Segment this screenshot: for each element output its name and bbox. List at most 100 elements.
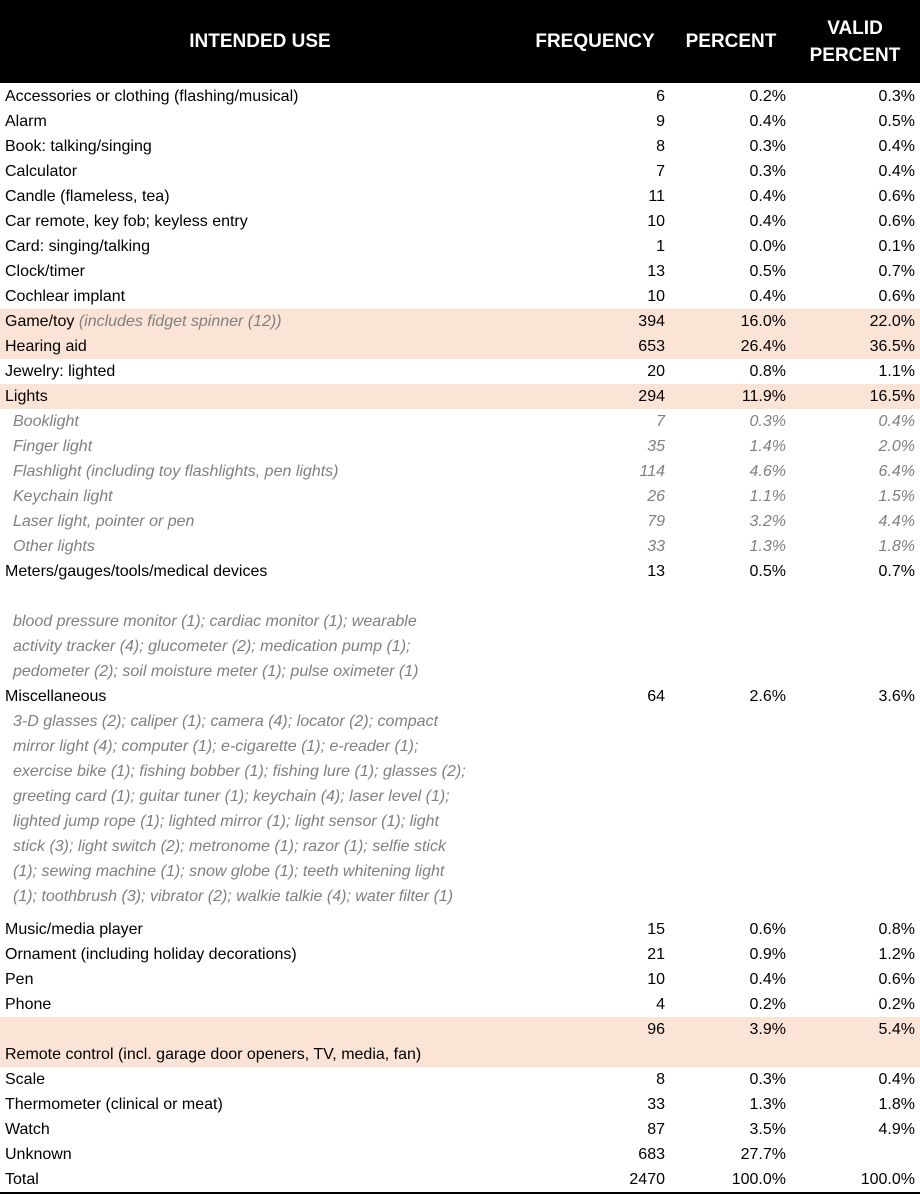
table-row: Flashlight (including toy flashlights, p…: [0, 459, 920, 484]
valid-percent-cell: 0.1%: [878, 238, 915, 255]
percent-cell: 0.2%: [749, 88, 786, 105]
frequency-cell: 26: [647, 488, 665, 505]
category-label: Game/toy (includes fidget spinner (12)): [5, 309, 282, 334]
valid-percent-cell: 22.0%: [869, 313, 915, 330]
category-name: Laser light, pointer or pen: [13, 513, 195, 530]
frequency-cell: 33: [647, 538, 665, 555]
frequency-cell: 96: [647, 1021, 665, 1038]
frequency-cell: 683: [638, 1146, 665, 1163]
category-label: Candle (flameless, tea): [5, 184, 170, 209]
note-line: stick (3); light switch (2); metronome (…: [13, 838, 446, 855]
category-name: Meters/gauges/tools/medical devices: [5, 563, 268, 580]
percent-cell: 0.2%: [749, 996, 786, 1013]
category-name: Watch: [5, 1121, 50, 1138]
frequency-cell: 7: [656, 413, 665, 430]
frequency-cell: 2470: [629, 1171, 665, 1188]
frequency-cell: 10: [647, 213, 665, 230]
category-name: Car remote, key fob; keyless entry: [5, 213, 248, 230]
category-label: Calculator: [5, 159, 77, 184]
valid-percent-cell: 2.0%: [878, 438, 915, 455]
percent-cell: 0.0%: [749, 238, 786, 255]
frequency-table: Accessories or clothing (flashing/musica…: [0, 83, 920, 1194]
valid-percent-cell: 0.4%: [878, 163, 915, 180]
category-label: Finger light: [13, 434, 92, 459]
table-row: Pen 10 0.4% 0.6%: [0, 967, 920, 992]
category-name: Thermometer (clinical or meat): [5, 1096, 223, 1113]
percent-cell: 0.5%: [749, 563, 786, 580]
category-name: Total: [5, 1171, 39, 1188]
valid-percent-cell: 0.2%: [878, 996, 915, 1013]
category-label: Thermometer (clinical or meat): [5, 1092, 223, 1117]
note-line: 3-D glasses (2); caliper (1); camera (4)…: [13, 713, 439, 730]
category-label: Ornament (including holiday decorations): [5, 942, 297, 967]
table-row: Clock/timer 13 0.5% 0.7%: [0, 259, 920, 284]
valid-percent-cell: 1.2%: [878, 946, 915, 963]
frequency-cell: 6: [656, 88, 665, 105]
valid-percent-cell: 0.3%: [878, 88, 915, 105]
category-note: blood pressure monitor (1); cardiac moni…: [0, 609, 920, 684]
valid-percent-cell: 0.6%: [878, 213, 915, 230]
category-name: Candle (flameless, tea): [5, 188, 170, 205]
category-name: Flashlight (including toy flashlights, p…: [13, 463, 339, 480]
valid-percent-cell: 16.5%: [869, 388, 915, 405]
category-name: Miscellaneous: [5, 688, 107, 705]
percent-cell: 4.6%: [749, 463, 786, 480]
percent-cell: 16.0%: [740, 313, 786, 330]
table-row: Calculator 7 0.3% 0.4%: [0, 159, 920, 184]
valid-percent-cell: 0.4%: [878, 138, 915, 155]
frequency-cell: 35: [647, 438, 665, 455]
table-row: Accessories or clothing (flashing/musica…: [0, 84, 920, 109]
percent-cell: 0.4%: [749, 188, 786, 205]
table-row: Hearing aid 653 26.4% 36.5%: [0, 334, 920, 359]
category-name: Clock/timer: [5, 263, 86, 280]
valid-percent-cell: 0.6%: [878, 971, 915, 988]
table-row: Unknown 683 27.7%: [0, 1142, 920, 1167]
frequency-cell: 13: [647, 563, 665, 580]
table-row: Other lights 33 1.3% 1.8%: [0, 534, 920, 559]
category-label: Jewelry: lighted: [5, 359, 115, 384]
percent-cell: 27.7%: [740, 1146, 786, 1163]
table-row: Keychain light 26 1.1% 1.5%: [0, 484, 920, 509]
frequency-cell: 7: [656, 163, 665, 180]
valid-percent-cell: 0.4%: [878, 413, 915, 430]
table-row: Watch 87 3.5% 4.9%: [0, 1117, 920, 1142]
valid-percent-cell: 1.8%: [878, 1096, 915, 1113]
header-valid-line1: VALID: [827, 18, 883, 39]
category-label: Unknown: [5, 1142, 72, 1167]
frequency-cell: 10: [647, 288, 665, 305]
category-name: Book: talking/singing: [5, 138, 152, 155]
table-row: Meters/gauges/tools/medical devices 13 0.5…: [0, 559, 920, 584]
category-name: Music/media player: [5, 921, 143, 938]
category-note: 3-D glasses (2); caliper (1); camera (4)…: [0, 709, 920, 917]
frequency-cell: 21: [647, 946, 665, 963]
percent-cell: 26.4%: [740, 338, 786, 355]
percent-cell: 0.4%: [749, 113, 786, 130]
frequency-cell: 11: [648, 188, 665, 205]
percent-cell: 3.2%: [749, 513, 786, 530]
table-row: Ornament (including holiday decorations)…: [0, 942, 920, 967]
table-row: Miscellaneous 64 2.6% 3.6%: [0, 684, 920, 709]
note-line: greeting card (1); guitar tuner (1); key…: [13, 788, 450, 805]
category-name: Cochlear implant: [5, 288, 126, 305]
category-name: Lights: [5, 388, 48, 405]
valid-percent-cell: 0.6%: [878, 288, 915, 305]
note-line: (1); sewing machine (1); snow globe (1);…: [13, 863, 445, 880]
category-label: Lights: [5, 384, 48, 409]
category-label: Cochlear implant: [5, 284, 125, 309]
category-label: Keychain light: [13, 484, 113, 509]
table-row: Cochlear implant 10 0.4% 0.6%: [0, 284, 920, 309]
header-valid-line2: PERCENT: [809, 45, 901, 66]
note-line: exercise bike (1); fishing bobber (1); f…: [13, 763, 466, 780]
frequency-cell: 79: [647, 513, 665, 530]
percent-cell: 11.9%: [741, 388, 786, 405]
table-row: Remote control (incl. garage door opener…: [0, 1017, 920, 1067]
valid-percent-cell: 36.5%: [869, 338, 915, 355]
category-name: Ornament (including holiday decorations): [5, 946, 297, 963]
category-name: Jewelry: lighted: [5, 363, 116, 380]
category-name: Card: singing/talking: [5, 238, 150, 255]
valid-percent-cell: 1.8%: [878, 538, 915, 555]
category-inline-note: (includes fidget spinner (12)): [78, 313, 282, 330]
percent-cell: 0.3%: [749, 413, 786, 430]
percent-cell: 2.6%: [749, 688, 786, 705]
note-line: blood pressure monitor (1); cardiac moni…: [13, 613, 417, 630]
